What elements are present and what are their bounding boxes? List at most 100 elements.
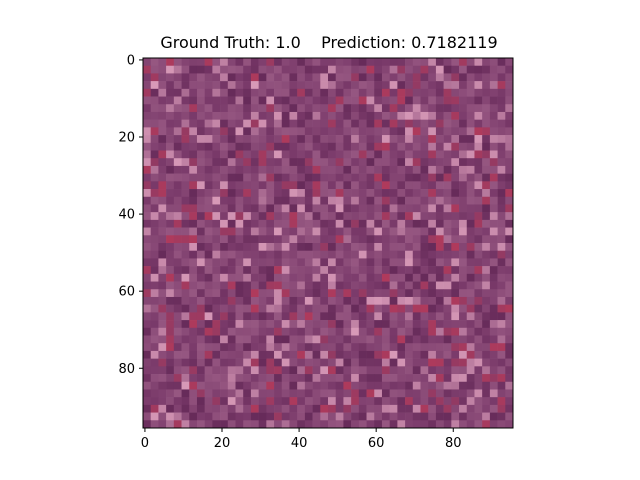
image-pixel — [420, 296, 429, 305]
image-pixel — [173, 189, 182, 198]
image-pixel — [266, 219, 275, 228]
image-pixel — [420, 73, 429, 82]
image-pixel — [451, 397, 460, 406]
image-pixel — [220, 235, 229, 244]
image-pixel — [212, 135, 221, 144]
image-pixel — [258, 111, 267, 120]
image-pixel — [289, 142, 298, 151]
image-pixel — [358, 350, 367, 359]
image-pixel — [358, 397, 367, 406]
image-pixel — [143, 165, 152, 174]
image-pixel — [189, 81, 198, 90]
image-pixel — [274, 343, 283, 352]
image-pixel — [220, 119, 229, 128]
image-pixel — [405, 173, 414, 182]
image-pixel — [297, 227, 306, 236]
image-pixel — [258, 327, 267, 336]
image-pixel — [266, 312, 275, 321]
image-pixel — [274, 358, 283, 367]
image-pixel — [158, 119, 167, 128]
image-pixel — [220, 212, 229, 221]
image-pixel — [143, 335, 152, 344]
image-pixel — [297, 127, 306, 136]
image-pixel — [420, 404, 429, 413]
image-pixel — [173, 320, 182, 329]
image-pixel — [335, 281, 344, 290]
image-pixel — [320, 312, 329, 321]
axes-frame — [142, 57, 514, 429]
image-pixel — [435, 273, 444, 282]
image-pixel — [181, 404, 190, 413]
image-pixel — [351, 343, 360, 352]
image-pixel — [274, 135, 283, 144]
image-pixel — [166, 397, 175, 406]
image-pixel — [297, 312, 306, 321]
image-pixel — [351, 374, 360, 383]
image-pixel — [474, 158, 483, 167]
image-pixel — [243, 389, 252, 398]
image-pixel — [351, 104, 360, 113]
image-pixel — [335, 235, 344, 244]
image-pixel — [435, 135, 444, 144]
image-pixel — [343, 366, 352, 375]
image-pixel — [204, 212, 213, 221]
image-pixel — [220, 142, 229, 151]
image-pixel — [451, 358, 460, 367]
image-pixel — [381, 420, 390, 429]
image-pixel — [196, 119, 205, 128]
image-pixel — [143, 73, 152, 82]
image-pixel — [297, 243, 306, 252]
image-pixel — [204, 127, 213, 136]
image-pixel — [381, 412, 390, 421]
image-pixel — [312, 181, 321, 190]
image-pixel — [227, 235, 236, 244]
image-pixel — [158, 420, 167, 429]
image-pixel — [343, 327, 352, 336]
image-pixel — [220, 350, 229, 359]
image-pixel — [189, 412, 198, 421]
image-pixel — [266, 266, 275, 275]
image-pixel — [435, 173, 444, 182]
image-pixel — [358, 227, 367, 236]
image-pixel — [289, 335, 298, 344]
image-pixel — [351, 289, 360, 298]
image-pixel — [158, 273, 167, 282]
image-pixel — [250, 266, 259, 275]
image-pixel — [258, 281, 267, 290]
x-tick-label: 80 — [445, 436, 462, 451]
image-pixel — [381, 219, 390, 228]
image-pixel — [343, 219, 352, 228]
image-pixel — [166, 119, 175, 128]
image-pixel — [428, 281, 437, 290]
image-pixel — [328, 296, 337, 305]
image-pixel — [266, 327, 275, 336]
image-pixel — [428, 142, 437, 151]
image-pixel — [335, 381, 344, 390]
image-pixel — [405, 258, 414, 267]
image-pixel — [412, 320, 421, 329]
image-pixel — [474, 135, 483, 144]
image-pixel — [366, 327, 375, 336]
image-pixel — [389, 150, 398, 159]
image-pixel — [420, 181, 429, 190]
image-pixel — [497, 173, 506, 182]
image-pixel — [312, 196, 321, 205]
image-pixel — [435, 165, 444, 174]
image-pixel — [220, 73, 229, 82]
image-pixel — [405, 273, 414, 282]
image-pixel — [451, 289, 460, 298]
image-pixel — [505, 150, 514, 159]
image-pixel — [474, 119, 483, 128]
image-pixel — [374, 304, 383, 313]
image-pixel — [189, 96, 198, 105]
image-pixel — [443, 135, 452, 144]
image-pixel — [220, 204, 229, 213]
image-pixel — [405, 119, 414, 128]
image-pixel — [312, 273, 321, 282]
image-pixel — [158, 81, 167, 90]
image-pixel — [489, 81, 498, 90]
image-pixel — [505, 366, 514, 375]
image-pixel — [189, 173, 198, 182]
image-pixel — [235, 412, 244, 421]
image-pixel — [489, 111, 498, 120]
